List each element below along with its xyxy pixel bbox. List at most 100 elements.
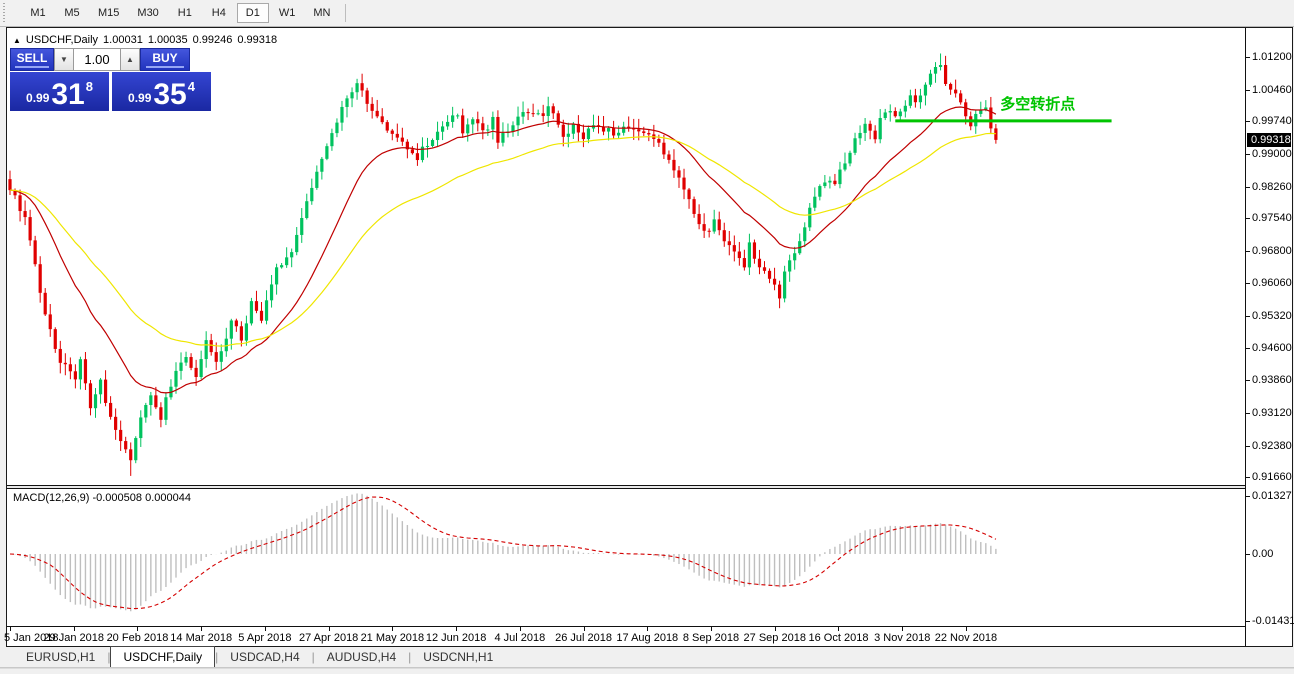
candle-body xyxy=(576,123,580,133)
candle-body xyxy=(280,265,284,268)
candle-body xyxy=(28,217,32,241)
candle-body xyxy=(224,338,228,352)
candle-body xyxy=(647,133,651,135)
macd-scale-tick xyxy=(1246,621,1250,622)
date-tick xyxy=(838,627,840,631)
date-tick xyxy=(137,627,139,631)
candle-body xyxy=(606,128,611,132)
tab-separator: | xyxy=(311,650,315,664)
price-tick-label: 1.01200 xyxy=(1252,51,1292,63)
chart-tab-AUDUSD-H4[interactable]: AUDUSD,H4 xyxy=(326,650,397,664)
candle-body xyxy=(551,106,555,114)
candle-body xyxy=(622,126,626,133)
chart-tab-EURUSD-H1[interactable]: EURUSD,H1 xyxy=(26,650,96,664)
volume-increase-button[interactable]: ▲ xyxy=(120,48,140,71)
candle-body xyxy=(214,352,218,362)
sell-button[interactable]: SELL xyxy=(10,48,54,71)
candle-body xyxy=(964,102,968,117)
price-tick-label: 0.97540 xyxy=(1252,212,1292,225)
price-tick xyxy=(1246,412,1250,414)
price-tick-label: 0.91660 xyxy=(1252,471,1292,484)
price-tick-label: 0.93860 xyxy=(1252,374,1292,387)
date-tick-label: 20 Feb 2018 xyxy=(106,632,169,644)
candle-body xyxy=(732,245,736,252)
candle-body xyxy=(83,359,88,384)
price-tick xyxy=(1246,347,1250,349)
timeframe-button-D1[interactable]: D1 xyxy=(236,3,269,23)
candle-body xyxy=(234,320,238,327)
sell-button-label: SELL xyxy=(16,51,48,65)
candle-body xyxy=(888,111,892,113)
annotation-text[interactable]: 多空转折点 xyxy=(1000,95,1075,113)
timeframe-button-W1[interactable]: W1 xyxy=(278,7,296,19)
sell-price-box[interactable]: 0.99 31 8 xyxy=(10,72,109,111)
chart-symbol-label: USDCHF,Daily xyxy=(25,34,99,46)
date-tick-label: 27 Apr 2018 xyxy=(298,632,359,644)
candle-body xyxy=(179,362,183,371)
macd-scale-label: -0.01431 xyxy=(1252,615,1294,627)
tab-separator: | xyxy=(408,650,412,664)
price-tick xyxy=(1246,283,1250,285)
price-tick-label: 0.98260 xyxy=(1252,180,1292,193)
candle-body xyxy=(571,123,575,134)
buy-button[interactable]: BUY xyxy=(140,48,190,71)
candle-body xyxy=(68,364,72,372)
candle-body xyxy=(561,124,565,137)
candle-body xyxy=(893,111,897,117)
price-axis[interactable]: 1.01200 1.00460 0.99740 0.99000 0.98260 0.975… xyxy=(1245,28,1294,646)
candle-body xyxy=(355,83,359,93)
buy-price-box[interactable]: 0.99 35 4 xyxy=(112,72,211,111)
timeframe-button-M30[interactable]: M30 xyxy=(137,7,159,19)
timeframe-button-M1[interactable]: M1 xyxy=(30,7,46,19)
timeframe-button-M15[interactable]: M15 xyxy=(98,7,120,19)
candle-body xyxy=(471,119,475,125)
timeframe-button-MN[interactable]: MN xyxy=(313,7,331,19)
timeframe-button-H4[interactable]: H4 xyxy=(211,7,226,19)
candle-body xyxy=(722,230,726,242)
candle-body xyxy=(335,122,339,134)
candle-body xyxy=(772,278,777,285)
price-tick xyxy=(1246,89,1250,91)
candle-body xyxy=(184,357,188,363)
candle-body xyxy=(637,129,641,132)
candle-body xyxy=(430,140,435,146)
volume-decrease-button[interactable]: ▼ xyxy=(54,48,74,71)
candle-body xyxy=(340,106,344,123)
one-click-trading-panel: SELL ▼ ▲ BUY 0.99 31 8 0.99 35 xyxy=(10,48,211,111)
candle-body xyxy=(350,92,354,99)
candle-body xyxy=(38,264,42,293)
candle-body xyxy=(73,371,77,380)
candle-body xyxy=(823,182,827,187)
candle-body xyxy=(466,124,470,134)
timeframe-button-M5[interactable]: M5 xyxy=(64,7,80,19)
timeframe-button-H1[interactable]: H1 xyxy=(177,7,192,19)
collapse-panel-icon[interactable]: ▲ xyxy=(13,35,21,45)
date-axis[interactable]: 5 Jan 2018 29 Jan 2018 20 Feb 2018 14 Mar 2… xyxy=(4,626,1245,646)
chart-tab-USDCNH-H1[interactable]: USDCNH,H1 xyxy=(423,650,494,664)
price-tick xyxy=(1246,445,1250,447)
candle-body xyxy=(828,180,832,183)
pane-splitter[interactable] xyxy=(7,485,1245,489)
buy-button-label: BUY xyxy=(152,51,178,65)
volume-input[interactable] xyxy=(74,48,120,71)
price-tick-label: 0.94600 xyxy=(1252,341,1292,354)
candle-body xyxy=(737,251,741,259)
candle-body xyxy=(229,320,233,339)
toolbar-grip-icon[interactable] xyxy=(3,3,7,23)
macd-indicator-pane[interactable] xyxy=(7,489,1245,626)
chart-tab-USDCHF-Daily[interactable]: USDCHF,Daily xyxy=(110,646,216,667)
price-chart-pane[interactable]: 多空转折点 xyxy=(7,28,1245,485)
date-tick-label: 17 Aug 2018 xyxy=(616,632,679,644)
candle-body xyxy=(702,224,706,231)
candle-body xyxy=(979,109,983,114)
candle-body xyxy=(239,326,243,341)
candle-body xyxy=(918,95,923,103)
sell-underline xyxy=(15,66,49,68)
candle-body xyxy=(491,116,495,130)
candle-body xyxy=(425,145,430,147)
ohlc-high: 1.00035 xyxy=(147,34,188,46)
candle-body xyxy=(310,187,314,202)
candle-body xyxy=(456,115,460,117)
candle-body xyxy=(581,132,586,140)
chart-tab-USDCAD-H4[interactable]: USDCAD,H4 xyxy=(230,650,300,664)
